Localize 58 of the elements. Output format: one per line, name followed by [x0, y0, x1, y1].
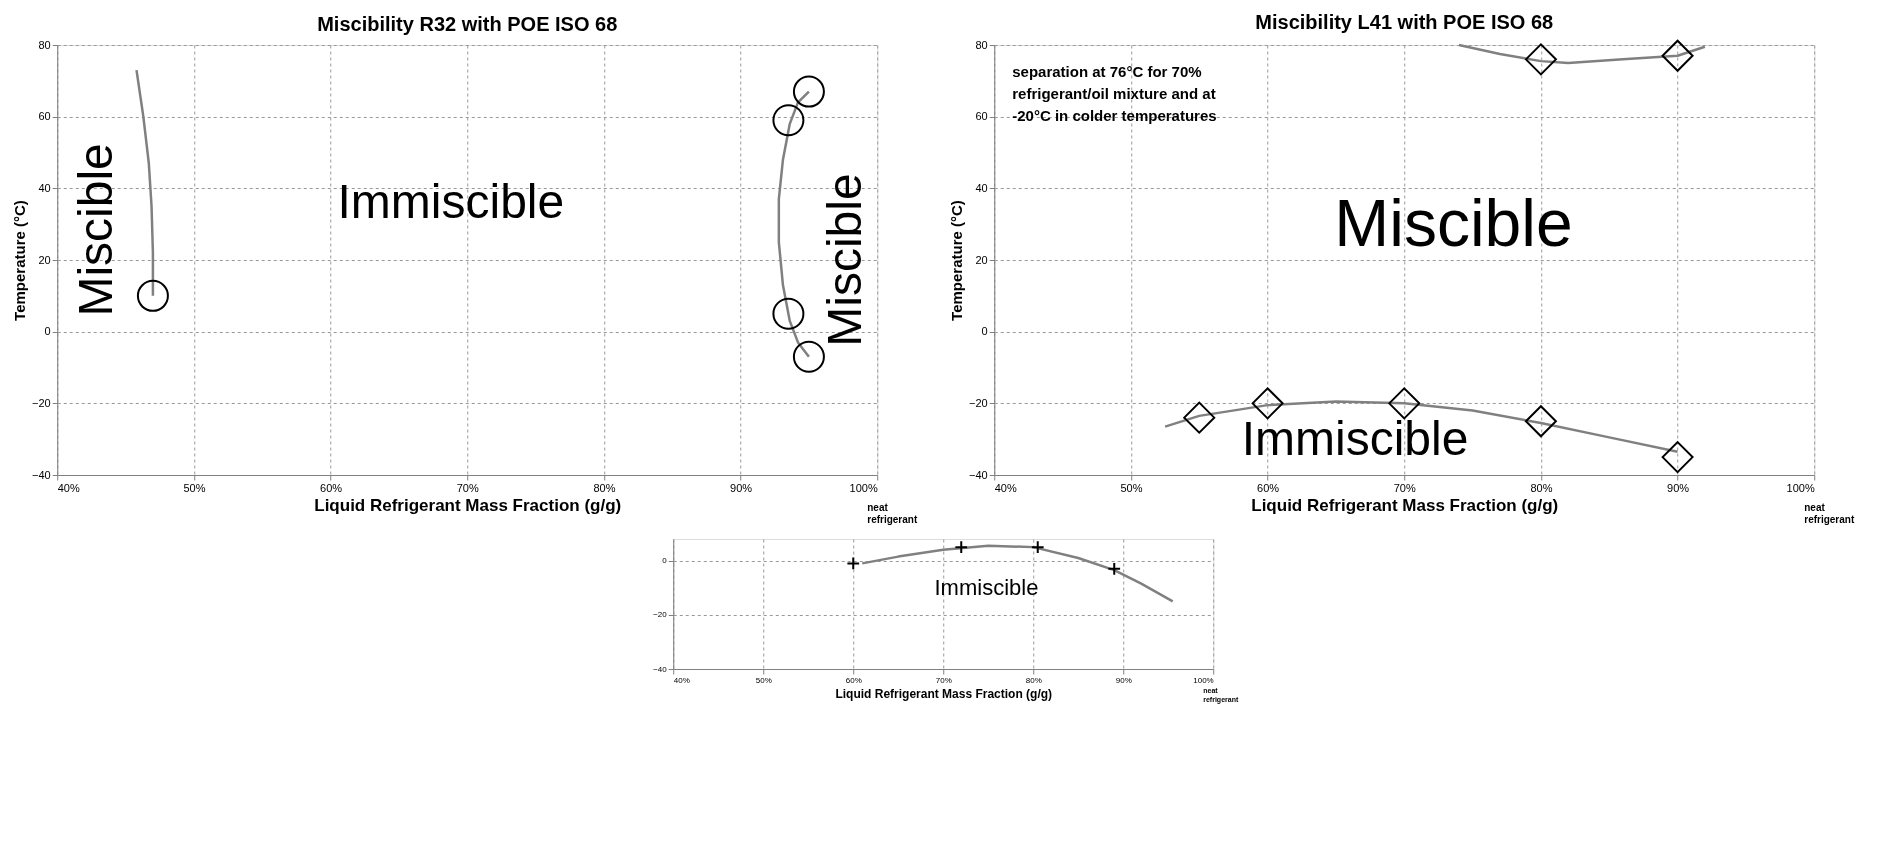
x-tick-label: 100%	[849, 481, 878, 494]
y-tick-label: 60	[975, 110, 988, 123]
x-tick-label: 50%	[755, 675, 772, 685]
y-tick-label: 0	[662, 556, 668, 566]
y-tick-label: 80	[975, 38, 988, 51]
x-tick-label: 60%	[1257, 481, 1280, 494]
x-tick-label: 60%	[320, 481, 343, 494]
chart-title: Miscibility L41 with POE ISO 68	[1255, 10, 1554, 33]
x-tick-label: 90%	[1667, 481, 1690, 494]
x-tick-label: 50%	[183, 481, 206, 494]
y-tick-label: 20	[975, 253, 988, 266]
y-tick-label: −40	[32, 468, 51, 481]
x-tick-label: 100%	[1193, 675, 1214, 685]
annotation: Miscible	[69, 143, 123, 317]
x-axis-title: Liquid Refrigerant Mass Fraction (g/g)	[314, 495, 622, 515]
x-tick-label: 40%	[994, 481, 1017, 494]
y-tick-label: 40	[975, 181, 988, 194]
x-tick-label: 90%	[730, 481, 753, 494]
y-tick-label: −20	[32, 396, 51, 409]
line-series	[860, 544, 1174, 603]
y-axis-title: Temperature (°C)	[11, 200, 29, 321]
x-tick-label: 70%	[1393, 481, 1416, 494]
annotation: Miscible	[817, 173, 871, 347]
x-tick-label: 80%	[1025, 675, 1042, 685]
y-tick-label: 60	[38, 110, 51, 123]
annotation: Immiscible	[337, 175, 565, 229]
x-axis-title: Liquid Refrigerant Mass Fraction (g/g)	[835, 686, 1053, 701]
y-tick-label: 80	[38, 38, 51, 51]
x-tick-label: 100%	[1786, 481, 1815, 494]
line-series	[777, 90, 811, 358]
y-tick-label: −20	[653, 610, 668, 620]
x-tick-label: 80%	[1530, 481, 1553, 494]
text: neat refrigerant	[867, 502, 918, 525]
x-tick-label: 60%	[845, 675, 862, 685]
y-tick-label: 0	[44, 325, 51, 338]
y-tick-label: −20	[969, 396, 988, 409]
x-tick-label: 80%	[593, 481, 616, 494]
x-tick-label: 40%	[673, 675, 690, 685]
y-tick-label: 40	[38, 181, 51, 194]
line-series	[1457, 43, 1707, 65]
x-tick-label: 70%	[456, 481, 479, 494]
line-series	[135, 68, 155, 298]
y-tick-label: 0	[981, 325, 988, 338]
x-axis-title: Liquid Refrigerant Mass Fraction (g/g)	[1251, 495, 1559, 515]
y-axis-title: Temperature (°C)	[948, 200, 966, 321]
y-tick-label: −40	[653, 664, 668, 674]
annotation: Miscible	[1334, 185, 1573, 260]
x-tick-label: 90%	[1115, 675, 1132, 685]
annotation: Immiscible	[934, 575, 1039, 601]
annotation: separation at 76°C for 70% refrigerant/oil mixture and at -20°C in colder temperatures	[1012, 63, 1217, 124]
y-tick-label: 20	[38, 253, 51, 266]
annotation: Immiscible	[1241, 411, 1469, 465]
text: neat refrigerant	[1804, 502, 1855, 525]
x-tick-label: 50%	[1120, 481, 1143, 494]
chart-title: Miscibility R32 with POE ISO 68	[317, 13, 618, 35]
y-tick-label: −40	[969, 468, 988, 481]
x-tick-label: 40%	[57, 481, 80, 494]
x-tick-label: 70%	[935, 675, 952, 685]
